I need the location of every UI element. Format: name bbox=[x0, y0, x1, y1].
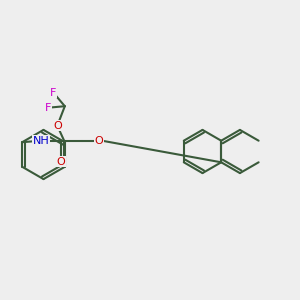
Text: O: O bbox=[57, 157, 66, 167]
Text: O: O bbox=[53, 121, 62, 131]
Text: O: O bbox=[94, 136, 103, 146]
Text: F: F bbox=[50, 88, 57, 98]
Text: NH: NH bbox=[32, 136, 49, 146]
Text: F: F bbox=[45, 103, 52, 113]
